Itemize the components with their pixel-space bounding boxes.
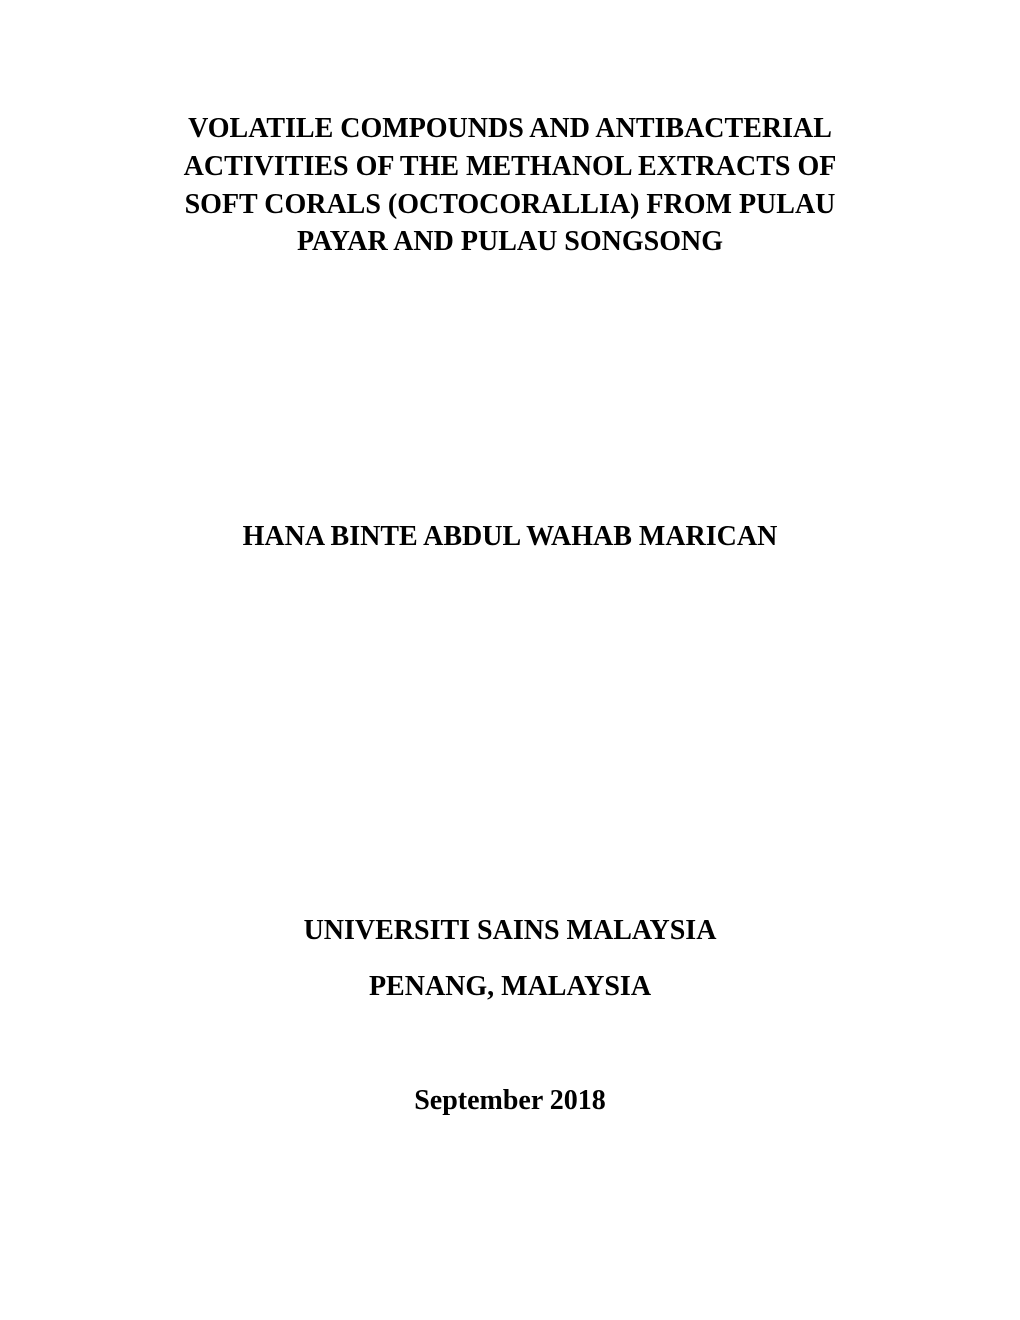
title-line-4: PAYAR AND PULAU SONGSONG	[115, 223, 905, 261]
title-line-3: SOFT CORALS (OCTOCORALLIA) FROM PULAU	[115, 186, 905, 224]
institution-name: UNIVERSITI SAINS MALAYSIA	[115, 903, 905, 959]
author-name: HANA BINTE ABDUL WAHAB MARICAN	[115, 521, 905, 553]
thesis-title: VOLATILE COMPOUNDS AND ANTIBACTERIAL ACT…	[115, 110, 905, 261]
institution-location: PENANG, MALAYSIA	[115, 959, 905, 1015]
title-line-2: ACTIVITIES OF THE METHANOL EXTRACTS OF	[115, 148, 905, 186]
institution-block: UNIVERSITI SAINS MALAYSIA PENANG, MALAYS…	[115, 903, 905, 1015]
submission-date: September 2018	[115, 1085, 905, 1117]
title-line-1: VOLATILE COMPOUNDS AND ANTIBACTERIAL	[115, 110, 905, 148]
